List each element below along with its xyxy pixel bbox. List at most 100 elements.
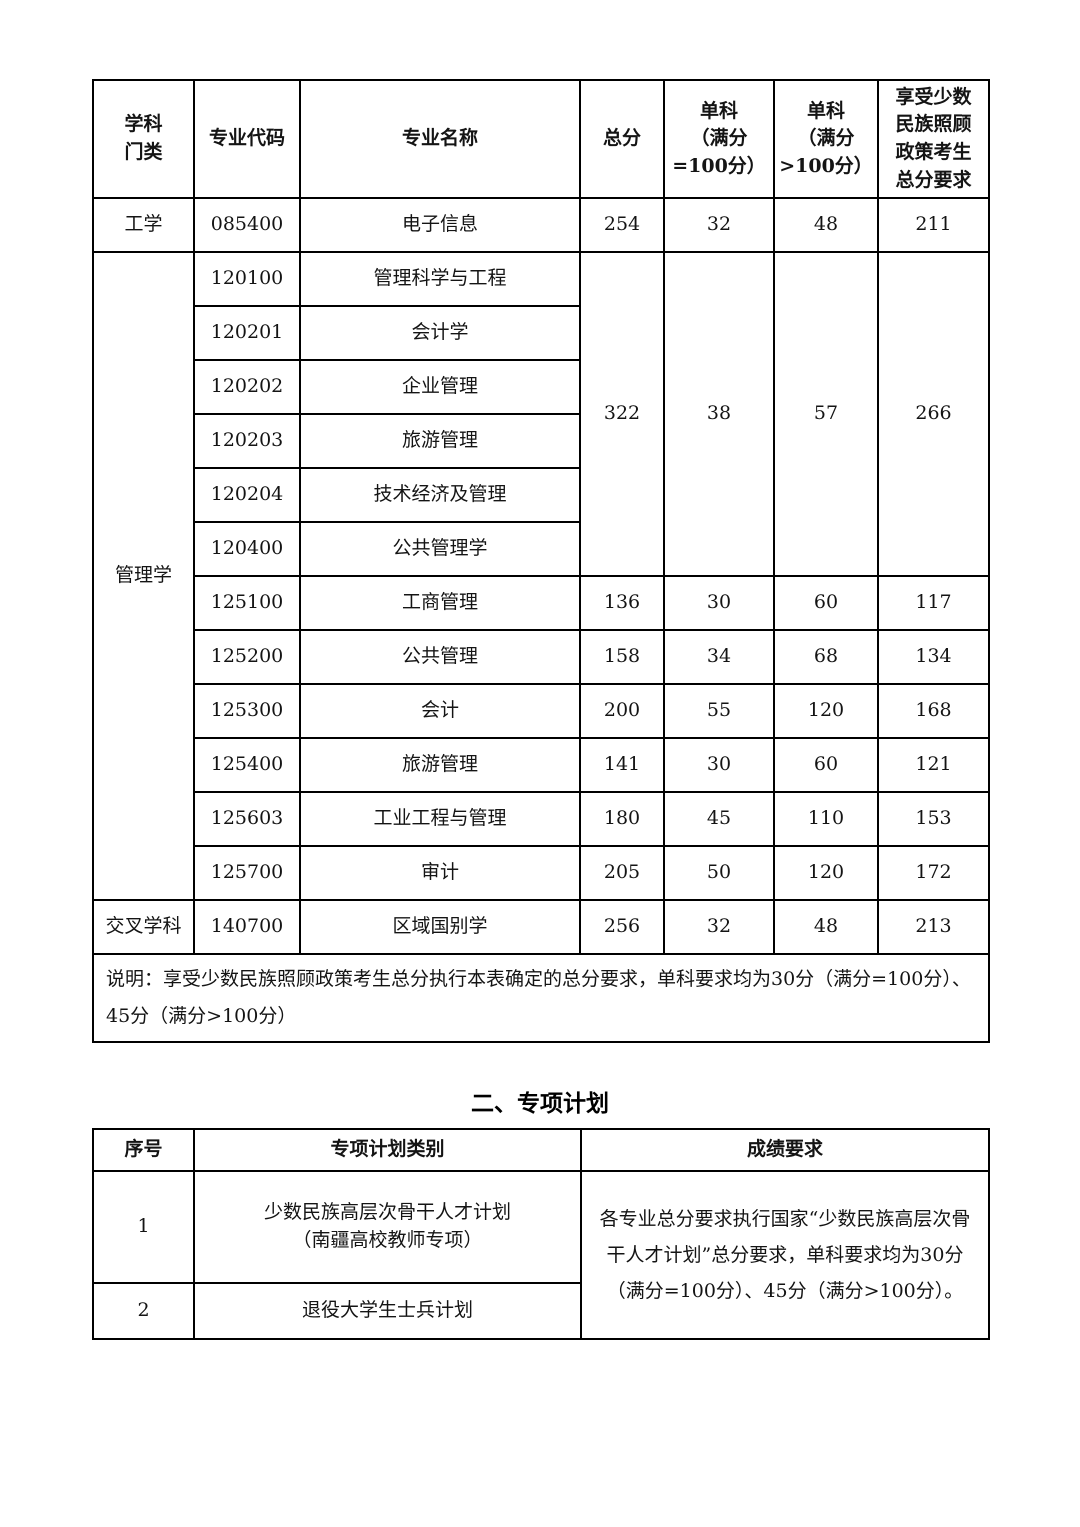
table-row: 125100 工商管理 136 30 60 117 [93, 575, 990, 631]
col-header-single-subject-100: 单科 （满分 =100分） [663, 79, 775, 199]
table-cell: 公共管理 [299, 629, 581, 685]
table-row: 120400 公共管理学 [93, 521, 989, 577]
table-cell: 211 [877, 197, 990, 253]
table-cell: 117 [877, 575, 990, 631]
col-header-major-name: 专业名称 [299, 79, 581, 199]
table-cell: 会计学 [299, 305, 581, 361]
table-cell: 125700 [193, 845, 301, 901]
table-cell: 30 [663, 737, 775, 793]
table-cell: 区域国别学 [299, 899, 581, 955]
table-row: 1 少数民族高层次骨干人才计划 （南疆高校教师专项） 各专业总分要求执行国家“少数民… [92, 1170, 990, 1340]
table-cell: 125100 [193, 575, 301, 631]
table-cell: 120400 [193, 521, 301, 577]
table-cell: 120202 [193, 359, 301, 415]
table-row: 管理学 120100 管理科学与工程 322 38 57 266 [92, 251, 990, 901]
table-cell: 153 [877, 791, 990, 847]
table-cell: 30 [663, 575, 775, 631]
admission-score-table: 学科 门类 专业代码 专业名称 总分 单科 （满分 =100分） 单科 （满分 >100分… [92, 79, 990, 1044]
table-cell: 32 [663, 197, 775, 253]
table-cell: 168 [877, 683, 990, 739]
table-row: 工学 085400 电子信息 254 32 48 211 [92, 197, 990, 253]
table-cell: 200 [579, 683, 665, 739]
table-cell: 工商管理 [299, 575, 581, 631]
table-cell: 48 [773, 197, 879, 253]
col-header-single-subject-gt100: 单科 （满分 >100分） [773, 79, 879, 199]
index-cell: 1 [92, 1170, 195, 1284]
plan-category-cell: 退役大学生士兵计划 [193, 1282, 582, 1340]
table-cell: 管理科学与工程 [299, 251, 581, 307]
table-note: 说明：享受少数民族照顾政策考生总分执行本表确定的总分要求，单科要求均为30分（满… [92, 952, 990, 1044]
table-cell: 120204 [193, 467, 301, 523]
table-row: 交叉学科 140700 区域国别学 256 32 48 213 [92, 899, 990, 955]
table-cell: 141 [579, 737, 665, 793]
table-cell: 213 [877, 899, 990, 955]
table-cell: 256 [579, 899, 665, 955]
table-cell: 205 [579, 845, 665, 901]
table-cell: 38 [663, 251, 775, 577]
table-cell: 旅游管理 [299, 413, 581, 469]
table-cell: 公共管理学 [299, 521, 581, 577]
table-row: 125400 旅游管理 141 30 60 121 [93, 737, 990, 793]
table-row: 120202 企业管理 [93, 359, 989, 415]
table-cell: 120 [773, 683, 879, 739]
table-cell: 134 [877, 629, 990, 685]
table-cell: 45 [663, 791, 775, 847]
table-cell: 172 [877, 845, 990, 901]
table-row: 120201 会计学 [93, 305, 989, 361]
table-cell: 266 [877, 251, 990, 577]
table-cell: 136 [579, 575, 665, 631]
table-cell: 140700 [193, 899, 301, 955]
table-row: 120204 技术经济及管理 [93, 467, 989, 523]
table-cell: 60 [773, 575, 879, 631]
discipline-cell: 交叉学科 [92, 899, 195, 955]
table-cell: 34 [663, 629, 775, 685]
section-title-special-plan: 二、专项计划 [471, 1091, 609, 1117]
table-cell: 158 [579, 629, 665, 685]
table-row: 序号 专项计划类别 成绩要求 [92, 1128, 990, 1172]
table-cell: 125300 [193, 683, 301, 739]
table-cell: 55 [663, 683, 775, 739]
table-cell: 180 [579, 791, 665, 847]
col-header-discipline: 学科 门类 [92, 79, 195, 199]
table-cell: 322 [579, 251, 665, 577]
discipline-cell: 工学 [92, 197, 195, 253]
table-cell: 120203 [193, 413, 301, 469]
table-cell: 32 [663, 899, 775, 955]
table-row: 2 退役大学生士兵计划 [92, 1282, 989, 1340]
table-cell: 企业管理 [299, 359, 581, 415]
table-row: 学科 门类 专业代码 专业名称 总分 单科 （满分 =100分） 单科 （满分 >100分… [92, 79, 990, 199]
table-cell: 电子信息 [299, 197, 581, 253]
table-cell: 125400 [193, 737, 301, 793]
table-cell: 085400 [193, 197, 301, 253]
plan-category-cell: 少数民族高层次骨干人才计划 （南疆高校教师专项） [193, 1170, 582, 1284]
table-cell: 120201 [193, 305, 301, 361]
table-row: 125700 审计 205 50 120 172 [93, 845, 990, 901]
col-header-minority-policy-total: 享受少数 民族照顾 政策考生 总分要求 [877, 79, 990, 199]
table-cell: 120 [773, 845, 879, 901]
table-cell: 技术经济及管理 [299, 467, 581, 523]
table-cell: 会计 [299, 683, 581, 739]
table-cell: 125200 [193, 629, 301, 685]
table-row: 125300 会计 200 55 120 168 [93, 683, 990, 739]
table-row: 说明：享受少数民族照顾政策考生总分执行本表确定的总分要求，单科要求均为30分（满… [92, 952, 990, 1044]
col-header-total-score: 总分 [579, 79, 665, 199]
table-cell: 68 [773, 629, 879, 685]
col-header-plan-category: 专项计划类别 [193, 1128, 582, 1172]
table-cell: 审计 [299, 845, 581, 901]
table-cell: 60 [773, 737, 879, 793]
col-header-major-code: 专业代码 [193, 79, 301, 199]
table-row: 125200 公共管理 158 34 68 134 [93, 629, 990, 685]
table-cell: 120100 [193, 251, 301, 307]
table-cell: 110 [773, 791, 879, 847]
table-cell: 125603 [193, 791, 301, 847]
table-row: 125603 工业工程与管理 180 45 110 153 [93, 791, 990, 847]
table-cell: 50 [663, 845, 775, 901]
col-header-index: 序号 [92, 1128, 195, 1172]
table-cell: 254 [579, 197, 665, 253]
table-cell: 旅游管理 [299, 737, 581, 793]
table-cell: 工业工程与管理 [299, 791, 581, 847]
table-cell: 48 [773, 899, 879, 955]
special-plan-table: 序号 专项计划类别 成绩要求 1 少数民族高层次骨干人才计划 （南疆高校教师专项） 各专业… [92, 1128, 990, 1340]
score-requirement-cell: 各专业总分要求执行国家“少数民族高层次骨干人才计划”总分要求，单科要求均为30分… [580, 1170, 990, 1340]
